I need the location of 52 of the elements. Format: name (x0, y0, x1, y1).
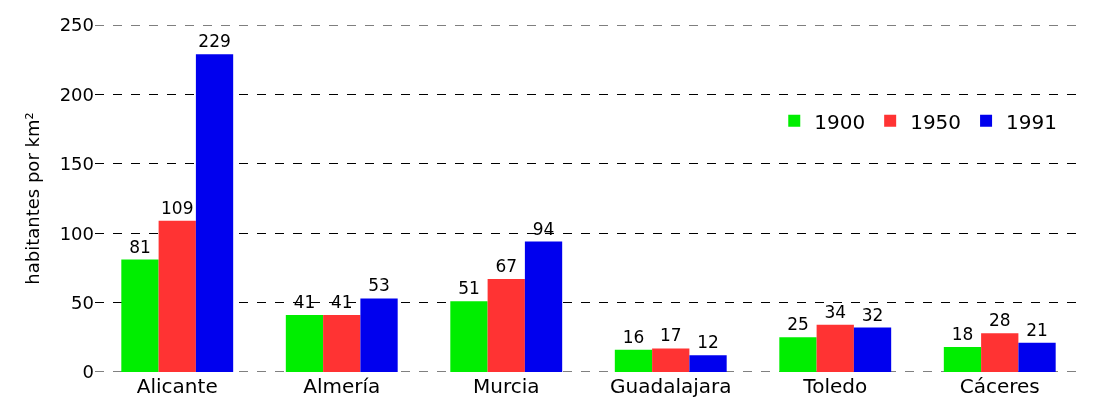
x-tick-label: Guadalajara (610, 374, 732, 398)
data-label: 34 (824, 301, 847, 322)
y-tick-label: 250 (59, 14, 94, 36)
legend-label: 1900 (814, 109, 866, 134)
data-label: 17 (659, 325, 682, 346)
bar (689, 355, 727, 372)
bar (816, 324, 854, 372)
data-label: 28 (988, 310, 1011, 331)
y-tick-label: 150 (59, 153, 94, 175)
bar (614, 349, 653, 372)
y-tick-label: 0 (82, 361, 94, 383)
x-tick-label: Murcia (472, 374, 540, 398)
data-label: 81 (129, 236, 151, 257)
bar (487, 279, 525, 372)
data-label: 12 (697, 332, 719, 353)
bar (450, 301, 488, 372)
bar (981, 333, 1019, 372)
data-label: 16 (622, 326, 645, 347)
x-tick-label: Almería (303, 374, 381, 398)
x-tick-label: Toledo (802, 374, 868, 398)
y-axis-title: habitantes por km² (21, 112, 43, 285)
bar (853, 327, 892, 372)
data-label: 53 (368, 275, 390, 296)
data-label: 51 (458, 278, 480, 299)
data-label: 94 (532, 218, 555, 239)
data-label: 41 (330, 292, 353, 313)
legend-label: 1991 (1006, 109, 1057, 134)
bar (195, 54, 234, 372)
y-tick-label: 200 (59, 83, 94, 105)
data-label: 21 (1026, 319, 1048, 340)
y-tick-label: 100 (59, 222, 94, 244)
legend-label: 1950 (910, 109, 962, 134)
bar (779, 337, 817, 372)
bar (360, 298, 398, 372)
x-tick-label: Alicante (136, 374, 218, 398)
bar (652, 348, 690, 372)
bar (285, 315, 324, 372)
data-label: 67 (495, 256, 518, 276)
x-tick-label: Cáceres (959, 374, 1040, 398)
bar (323, 315, 361, 372)
data-label: 25 (787, 314, 809, 335)
bar (1018, 342, 1056, 372)
data-label: 109 (161, 197, 194, 218)
y-tick-label: 50 (71, 291, 94, 313)
data-label: 41 (293, 292, 316, 313)
data-label: 32 (861, 304, 884, 325)
bar (158, 220, 196, 372)
bar (943, 347, 982, 372)
data-label: 229 (198, 31, 231, 52)
data-label: 18 (951, 324, 974, 345)
bar (121, 259, 159, 372)
bar (524, 241, 563, 372)
